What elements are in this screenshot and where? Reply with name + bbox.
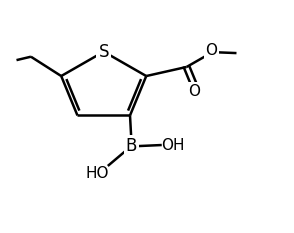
Text: HO: HO [86, 166, 109, 182]
Text: OH: OH [161, 137, 184, 153]
Text: O: O [205, 43, 217, 58]
Text: O: O [188, 83, 200, 99]
Text: S: S [98, 43, 109, 61]
Text: B: B [126, 137, 137, 155]
